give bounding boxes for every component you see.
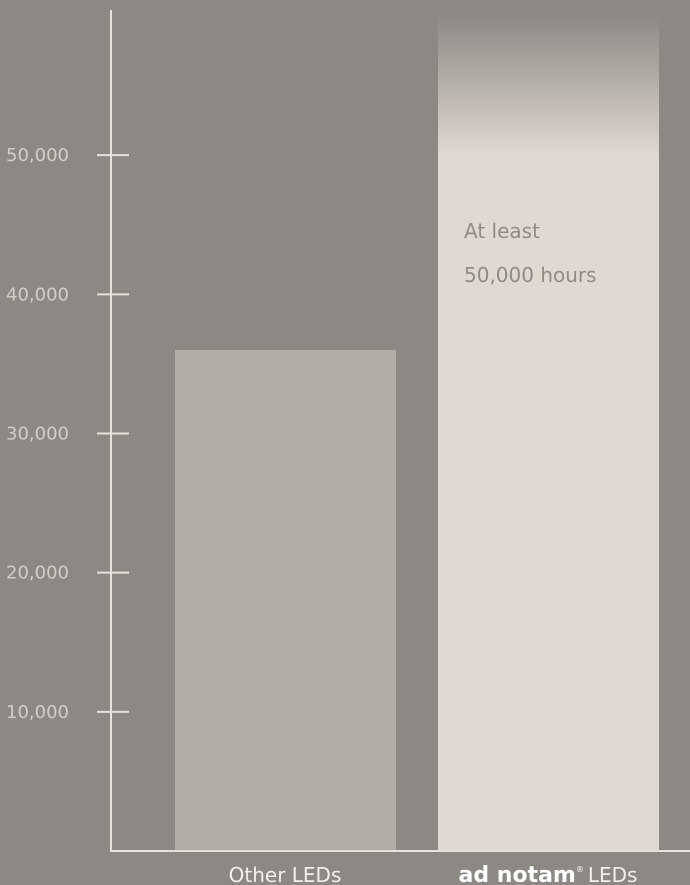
y-tick-label-10000: 10,000 [6, 702, 69, 723]
y-tick-label-40000: 40,000 [6, 284, 69, 305]
y-ticks: 10,000 20,000 30,000 40,000 50,000 [6, 145, 129, 723]
bar-ad-notam-leds-fade [438, 16, 659, 156]
brand-logo-text: ad notam [459, 863, 576, 885]
category-label-ad-notam-leds: ad notam® LEDs [459, 863, 638, 885]
annotation-line-2: 50,000 hours [464, 263, 597, 287]
y-tick-label-30000: 30,000 [6, 424, 69, 445]
category-label-other-leds: Other LEDs [229, 863, 342, 885]
y-tick-label-20000: 20,000 [6, 563, 69, 584]
bar-ad-notam-leds [438, 16, 659, 851]
bar-ad-notam-leds-solid [438, 155, 659, 851]
y-tick-label-50000: 50,000 [6, 145, 69, 166]
registered-mark: ® [576, 865, 584, 874]
bar-other-leds [175, 350, 396, 851]
annotation-line-1: At least [464, 219, 540, 243]
category-suffix: LEDs [588, 863, 638, 885]
